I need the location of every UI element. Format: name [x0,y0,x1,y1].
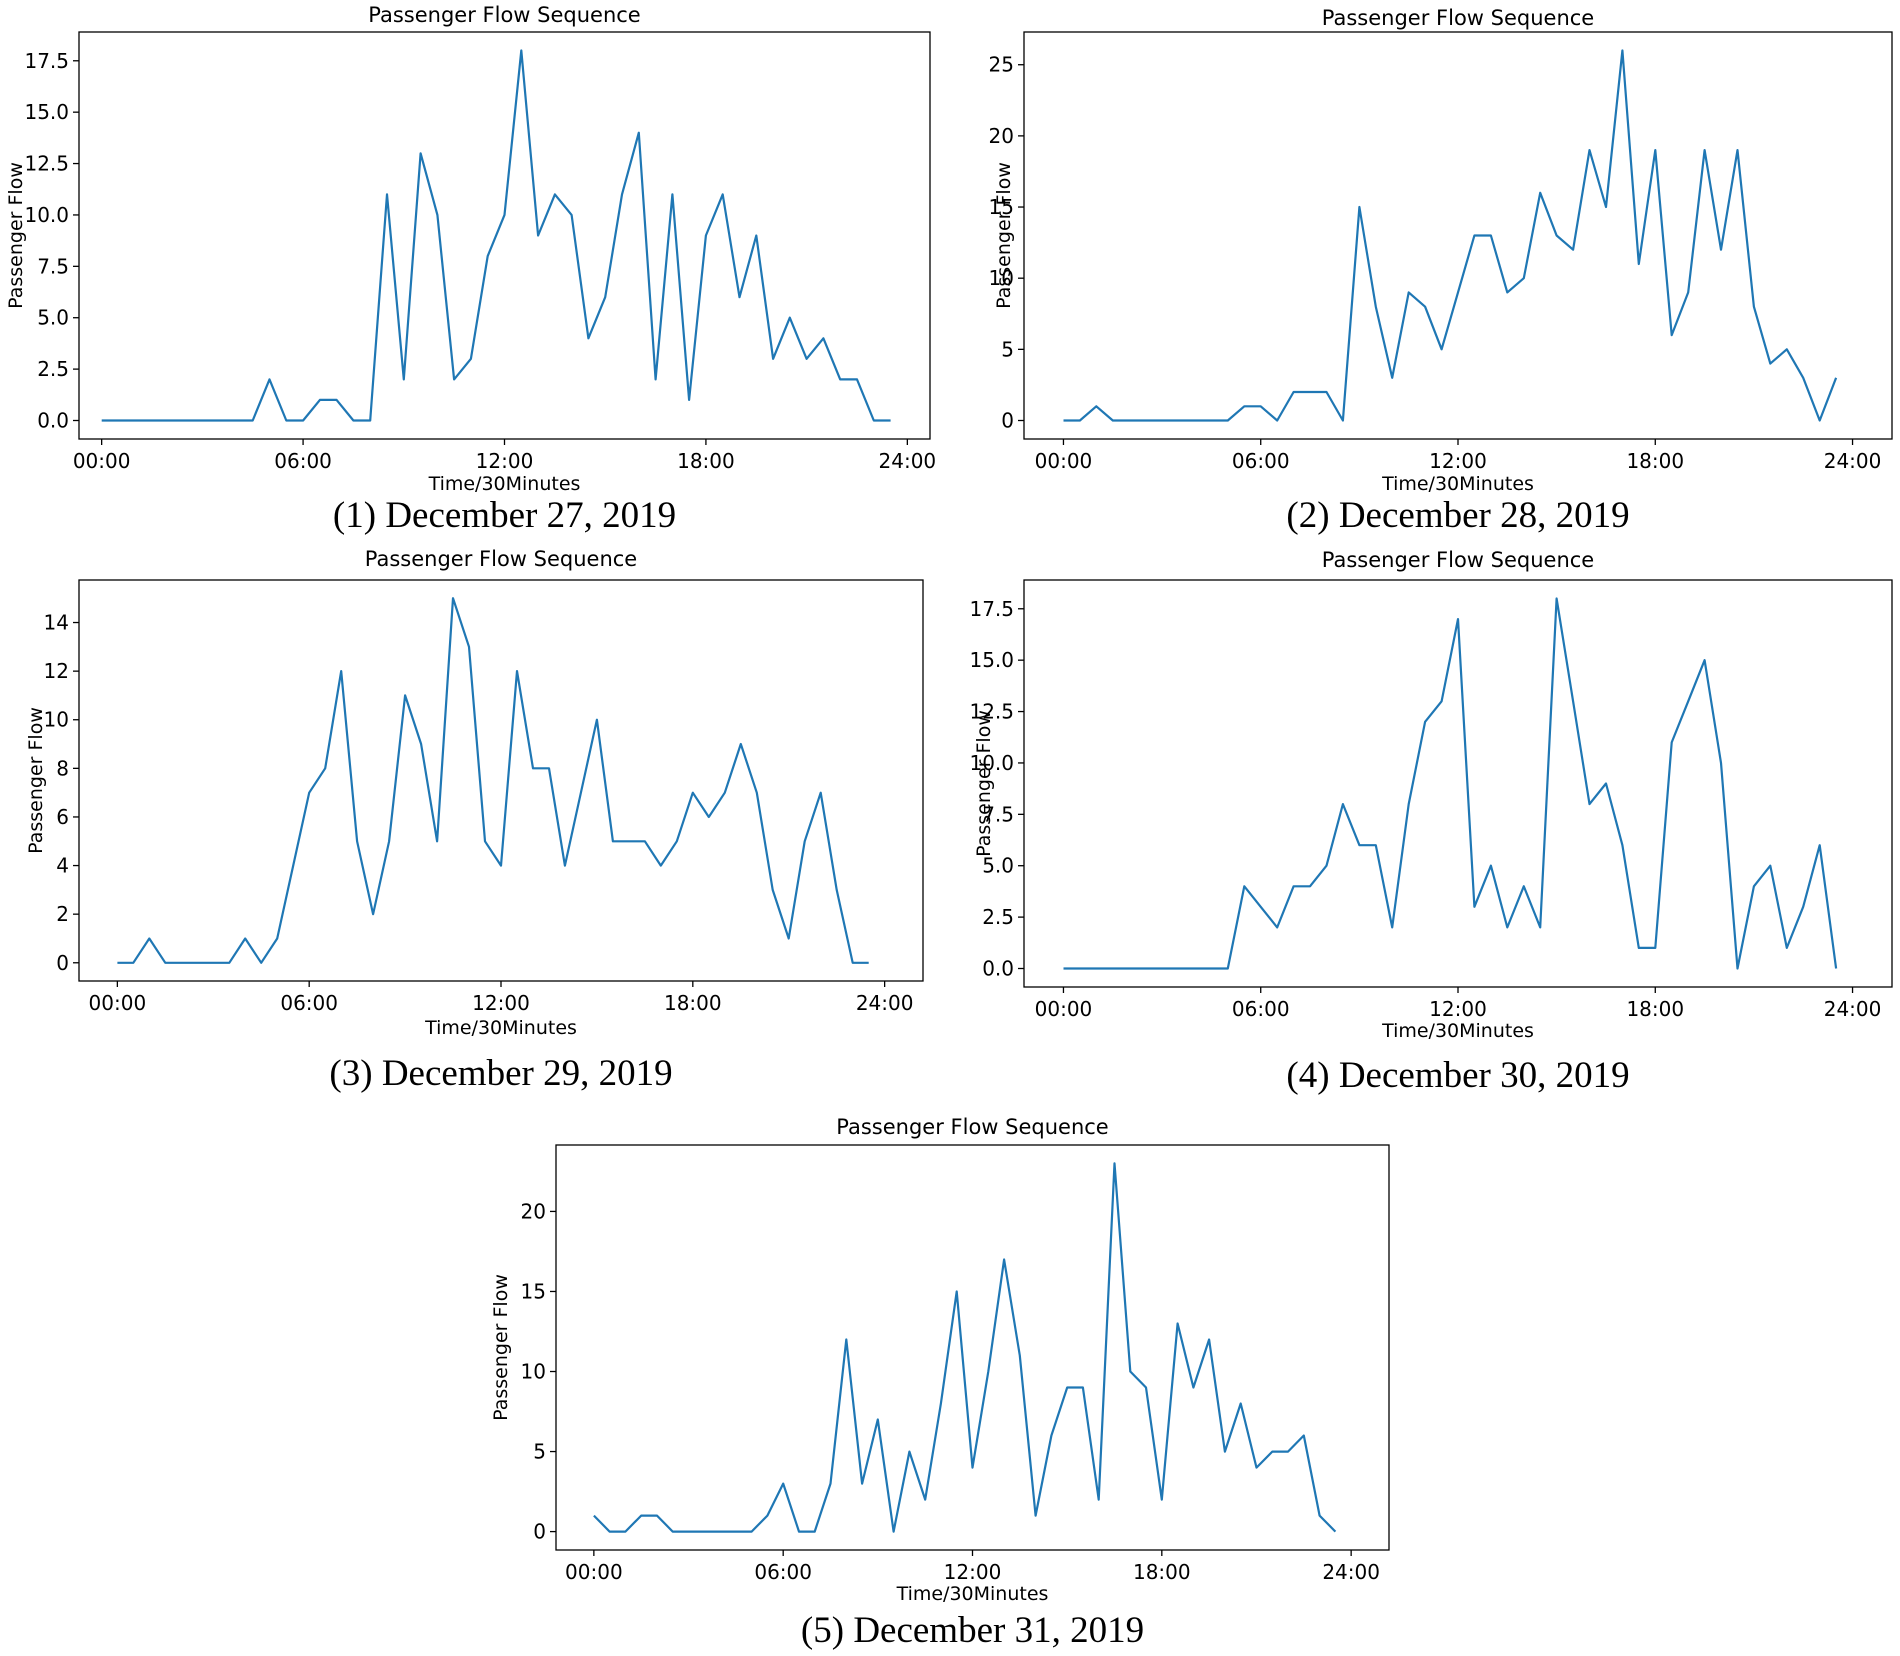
series-line [1063,49,1838,422]
y-tick-label: 0 [533,1520,546,1544]
x-tick-label: 06:00 [274,449,332,473]
y-tick-label: 20 [521,1199,546,1223]
y-tick-label: 5.0 [37,306,69,330]
x-tick-label: 18:00 [1626,997,1684,1021]
y-tick-label: 7.5 [37,254,69,278]
y-axis-label: Passenger Flow [5,162,27,309]
x-tick-label: 00:00 [565,1560,623,1584]
y-axis-label: Passenger Flow [973,710,995,857]
x-tick-label: 18:00 [1626,449,1684,473]
y-tick-label: 15 [521,1279,546,1303]
chart-title: Passenger Flow Sequence [1322,548,1594,572]
plot-frame [78,579,924,982]
plot-frame [1023,579,1893,988]
chart-4: Passenger Flow Sequence 00:00 06:00 12:00 18… [969,548,1893,1096]
x-tick-label: 18:00 [1133,1560,1191,1584]
chart-caption: (2) December 28, 2019 [1286,495,1629,536]
x-tick-label: 24:00 [1824,449,1882,473]
y-tick-label: 2 [56,902,69,926]
y-tick-label: 12.5 [24,152,69,176]
x-tick-label: 06:00 [280,991,338,1015]
y-tick-label: 15.0 [24,100,69,124]
x-tick-label: 24:00 [856,991,914,1015]
plot-frame [78,31,931,440]
y-axis-label: Passenger Flow [993,162,1015,309]
y-tick-label: 0.0 [37,409,69,433]
plot-frame [1023,31,1893,440]
x-tick-label: 06:00 [1232,997,1290,1021]
x-tick-label: 00:00 [1035,997,1093,1021]
y-tick-label: 2.5 [37,357,69,381]
chart-caption: (3) December 29, 2019 [329,1053,672,1094]
y-tick-label: 5 [533,1440,546,1464]
y-tick-label: 0 [56,951,69,975]
x-tick-label: 12:00 [1429,449,1487,473]
x-tick-label: 18:00 [664,991,722,1015]
y-tick-label: 0 [1001,409,1014,433]
chart-5: Passenger Flow Sequence 00:00 06:00 12:00 18… [490,1115,1390,1651]
x-tick-label: 00:00 [73,449,131,473]
y-axis-label: Passenger Flow [490,1274,512,1421]
x-tick-label: 24:00 [879,449,937,473]
chart-caption: (1) December 27, 2019 [333,495,676,536]
y-tick-label: 8 [56,756,69,780]
y-tick-label: 15.0 [969,648,1014,672]
chart-caption: (5) December 31, 2019 [801,1610,1144,1651]
chart-title: Passenger Flow Sequence [365,547,637,571]
y-tick-label: 10 [989,266,1014,290]
x-tick-label: 18:00 [677,449,735,473]
x-tick-label: 12:00 [944,1560,1002,1584]
x-axis-label: Time/30Minutes [1381,473,1534,495]
plot-frame [555,1144,1390,1551]
x-tick-label: 12:00 [476,449,534,473]
x-tick-label: 24:00 [1824,997,1882,1021]
chart-1: Passenger Flow Sequence 00:00 06:00 12:00 18… [5,3,936,536]
x-tick-label: 00:00 [1035,449,1093,473]
x-axis-label: Time/30Minutes [896,1583,1049,1605]
chart-2: Passenger Flow Sequence 00:00 06:00 12:00 18… [989,6,1893,536]
series-line [117,597,869,964]
x-tick-label: 24:00 [1322,1560,1380,1584]
y-tick-label: 20 [989,124,1014,148]
x-axis-label: Time/30Minutes [428,473,581,495]
y-tick-label: 17.5 [969,597,1014,621]
y-tick-label: 12.5 [969,700,1014,724]
x-tick-label: 06:00 [754,1560,812,1584]
series-line [101,49,891,422]
y-tick-label: 12 [44,659,69,683]
y-tick-label: 4 [56,854,69,878]
y-tick-label: 25 [989,53,1014,77]
x-tick-label: 00:00 [89,991,147,1015]
y-tick-label: 7.5 [982,802,1014,826]
y-tick-label: 15 [989,195,1014,219]
x-axis-label: Time/30Minutes [424,1017,577,1039]
y-tick-label: 5 [1001,337,1014,361]
y-tick-label: 10 [521,1360,546,1384]
y-tick-label: 0.0 [982,957,1014,981]
y-axis-label: Passenger Flow [25,707,47,854]
series-line [1063,597,1838,970]
x-axis-label: Time/30Minutes [1381,1020,1534,1042]
x-tick-label: 06:00 [1232,449,1290,473]
y-tick-label: 2.5 [982,905,1014,929]
chart-title: Passenger Flow Sequence [1322,6,1594,30]
y-tick-label: 6 [56,805,69,829]
chart-3: Passenger Flow Sequence 00:00 06:00 12:00 18… [25,547,924,1094]
chart-caption: (4) December 30, 2019 [1286,1055,1629,1096]
chart-title: Passenger Flow Sequence [836,1115,1108,1139]
x-tick-label: 12:00 [472,991,530,1015]
x-tick-label: 12:00 [1429,997,1487,1021]
chart-title: Passenger Flow Sequence [368,3,640,27]
y-tick-label: 14 [44,611,69,635]
y-tick-label: 10.0 [969,751,1014,775]
series-line [593,1162,1337,1533]
y-tick-label: 17.5 [24,49,69,73]
y-tick-label: 10.0 [24,203,69,227]
y-tick-label: 10 [44,708,69,732]
y-tick-label: 5.0 [982,854,1014,878]
